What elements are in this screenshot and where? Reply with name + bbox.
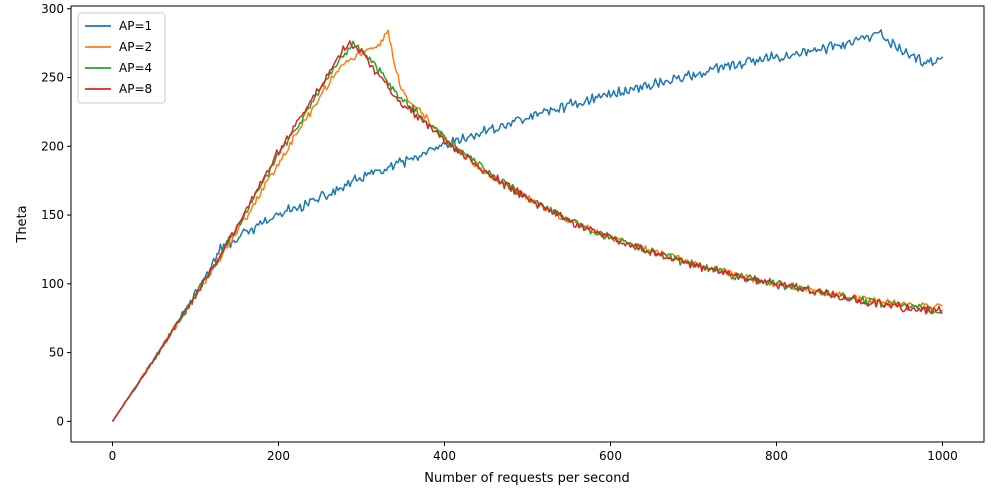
x-tick-label: 800 xyxy=(765,449,788,463)
series-line xyxy=(111,40,943,422)
legend-box xyxy=(77,12,166,104)
legend-label: AP=1 xyxy=(119,19,152,33)
legend-label: AP=4 xyxy=(119,61,152,75)
plot-frame xyxy=(70,5,985,443)
x-axis-label: Number of requests per second xyxy=(424,471,629,486)
x-tick-label: 0 xyxy=(109,449,117,463)
series-line xyxy=(111,29,944,422)
legend-label: AP=2 xyxy=(119,40,152,54)
x-tick-label: 400 xyxy=(433,449,456,463)
y-tick-label: 0 xyxy=(56,414,64,428)
y-tick-label: 100 xyxy=(41,277,64,291)
y-axis-label: Theta xyxy=(15,205,30,243)
y-tick-label: 200 xyxy=(41,139,64,153)
x-tick-label: 1000 xyxy=(927,449,958,463)
y-tick-label: 50 xyxy=(49,346,64,360)
legend-label: AP=8 xyxy=(119,82,152,96)
x-tick-label: 600 xyxy=(599,449,622,463)
x-tick-label: 200 xyxy=(267,449,290,463)
x-axis: 0 200 400 600 800 1000 xyxy=(109,442,958,463)
series-layer xyxy=(111,29,944,422)
y-tick-label: 150 xyxy=(41,208,64,222)
y-axis: 0 50 100 150 200 250 300 xyxy=(41,2,71,428)
y-tick-label: 300 xyxy=(41,2,64,16)
legend: AP=1 AP=2 AP=4 AP=8 xyxy=(77,12,166,104)
y-tick-label: 250 xyxy=(41,71,64,85)
